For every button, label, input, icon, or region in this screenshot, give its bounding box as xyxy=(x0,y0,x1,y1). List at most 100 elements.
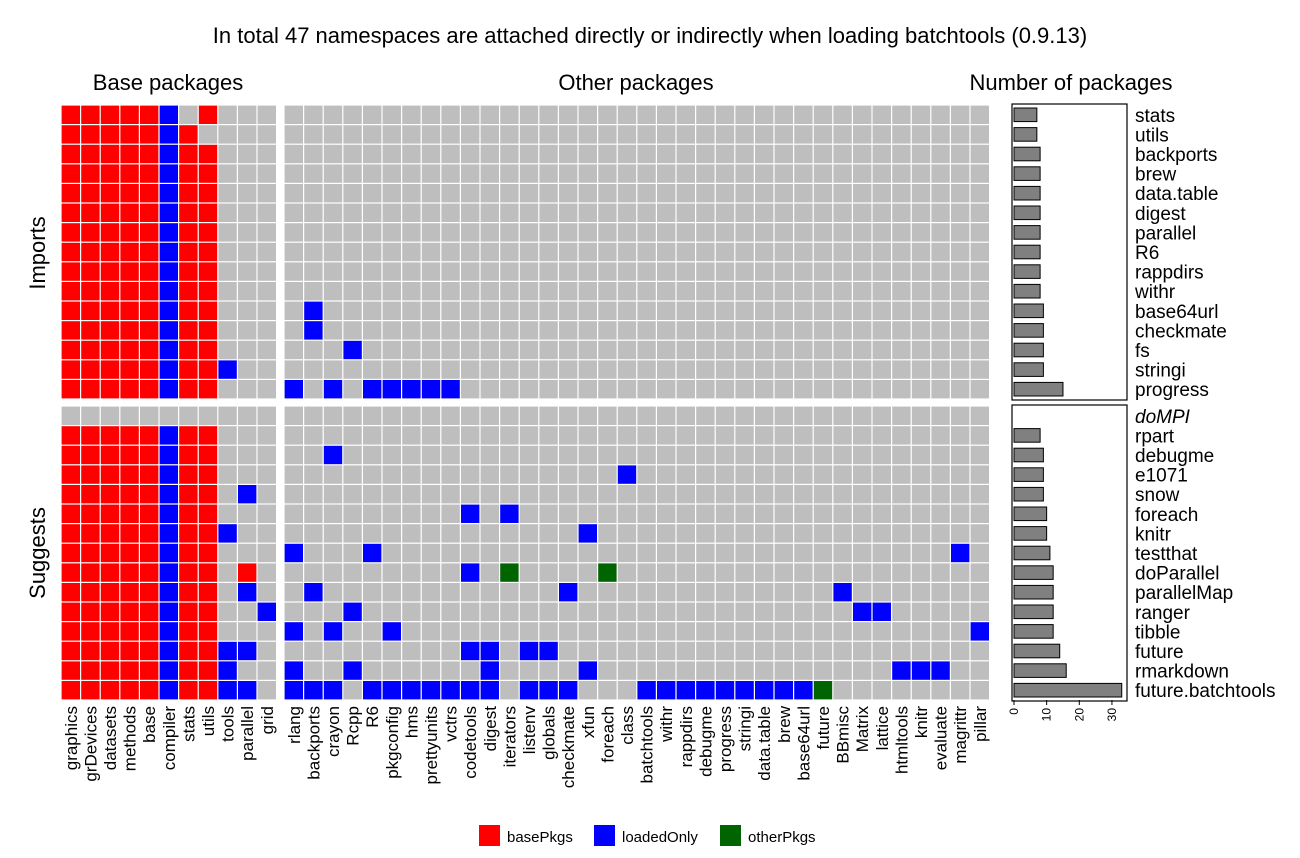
cell-data.table-class xyxy=(617,184,637,203)
cell-testthat-crayon xyxy=(323,543,343,563)
cell-rappdirs-class xyxy=(617,262,637,281)
cell-progress-utils xyxy=(198,380,218,399)
cell-backports-datasets xyxy=(100,144,120,164)
cell-brew-vctrs xyxy=(441,164,460,183)
cell-testthat-utils xyxy=(198,543,218,563)
cell-withr-stats xyxy=(179,282,198,301)
cell-testthat-batchtools xyxy=(637,543,656,563)
column-label-checkmate: checkmate xyxy=(559,706,578,788)
cell-utils-compiler xyxy=(159,125,178,144)
cell-digest-xfun xyxy=(578,203,597,222)
cell-rmarkdown-htmltools xyxy=(892,661,911,680)
cell-testthat-checkmate xyxy=(559,543,578,563)
cell-future-brew xyxy=(774,641,793,661)
cell-withr-listenv xyxy=(519,282,539,301)
cell-testthat-future xyxy=(813,543,833,563)
cell-backports-Matrix xyxy=(853,144,872,164)
cell-testthat-progress xyxy=(715,543,735,563)
cell-base64url-withr xyxy=(657,301,676,320)
cell-ranger-grDevices xyxy=(81,602,100,621)
cell-brew-class xyxy=(617,164,637,183)
cell-doMPI-stringi xyxy=(735,406,754,425)
cell-fs-magrittr xyxy=(951,340,970,360)
cell-fs-class xyxy=(617,340,637,360)
cell-digest-checkmate xyxy=(559,203,578,222)
cell-foreach-stats xyxy=(179,504,198,523)
cell-data.table-batchtools xyxy=(637,184,656,203)
cell-fs-brew xyxy=(774,340,793,360)
cell-parallelMap-xfun xyxy=(578,583,597,602)
count-bar-checkmate xyxy=(1013,323,1044,338)
cell-R6-grid xyxy=(257,242,276,262)
cell-utils-withr xyxy=(657,125,676,144)
cell-data.table-R6 xyxy=(363,184,382,203)
cell-stringi-vctrs xyxy=(441,360,460,379)
cell-snow-listenv xyxy=(519,485,539,504)
cell-testthat-base64url xyxy=(794,543,813,563)
cell-brew-evaluate xyxy=(931,164,950,183)
cell-snow-progress xyxy=(715,485,735,504)
cell-progress-listenv xyxy=(519,380,539,399)
cell-snow-magrittr xyxy=(951,485,970,504)
cell-debugme-grid xyxy=(257,445,276,465)
cell-testthat-methods xyxy=(120,543,139,563)
cell-ranger-data.table xyxy=(755,602,774,621)
cell-e1071-magrittr xyxy=(951,465,970,484)
cell-rmarkdown-progress xyxy=(715,661,735,680)
cell-withr-methods xyxy=(120,282,139,301)
cell-rpart-vctrs xyxy=(441,426,460,445)
row-labels: statsutilsbackportsbrewdata.tabledigestp… xyxy=(1134,106,1275,702)
cell-stringi-class xyxy=(617,360,637,379)
cell-progress-batchtools xyxy=(637,380,656,399)
cell-testthat-prettyunits xyxy=(421,543,441,563)
cell-tibble-debugme xyxy=(696,622,715,641)
column-label-grDevices: grDevices xyxy=(81,706,100,782)
cell-data.table-progress xyxy=(715,184,735,203)
cell-knitr-batchtools xyxy=(637,524,656,543)
cell-rmarkdown-pillar xyxy=(970,661,989,680)
cell-snow-iterators xyxy=(500,485,519,504)
cell-fs-backports xyxy=(304,340,323,360)
cell-backports-data.table xyxy=(755,144,774,164)
cell-stats-methods xyxy=(120,105,139,124)
cell-rmarkdown-checkmate xyxy=(559,661,578,680)
cell-knitr-compiler xyxy=(159,524,178,543)
cell-brew-digest xyxy=(480,164,499,183)
cell-knitr-magrittr xyxy=(951,524,970,543)
cell-foreach-tools xyxy=(218,504,237,523)
cell-R6-parallel xyxy=(238,242,257,262)
cell-future.batchtools-Matrix xyxy=(853,681,872,700)
cell-tibble-hms xyxy=(402,622,421,641)
cell-checkmate-graphics xyxy=(61,321,80,340)
cell-tibble-htmltools xyxy=(892,622,911,641)
cell-utils-pillar xyxy=(970,125,989,144)
cell-knitr-Rcpp xyxy=(343,524,362,543)
cell-rmarkdown-codetools xyxy=(461,661,480,680)
column-label-BBmisc: BBmisc xyxy=(834,706,853,764)
cell-foreach-base xyxy=(140,504,159,523)
cell-withr-brew xyxy=(774,282,793,301)
cell-progress-knitr xyxy=(911,380,931,399)
cell-R6-R6 xyxy=(363,242,382,262)
cell-knitr-foreach xyxy=(598,524,617,543)
cell-base64url-BBmisc xyxy=(833,301,852,320)
cell-debugme-datasets xyxy=(100,445,120,465)
cell-e1071-compiler xyxy=(159,465,178,484)
column-label-knitr: knitr xyxy=(912,706,931,738)
cell-knitr-data.table xyxy=(755,524,774,543)
cell-doParallel-brew xyxy=(774,563,793,582)
cell-backports-future xyxy=(813,144,833,164)
cell-withr-BBmisc xyxy=(833,282,852,301)
cell-e1071-knitr xyxy=(911,465,931,484)
cell-parallel-digest xyxy=(480,223,499,242)
cell-future.batchtools-rappdirs xyxy=(676,681,695,700)
cell-stringi-batchtools xyxy=(637,360,656,379)
cell-ranger-codetools xyxy=(461,602,480,621)
cell-progress-brew xyxy=(774,380,793,399)
cell-doParallel-debugme xyxy=(696,563,715,582)
cell-doMPI-data.table xyxy=(755,406,774,425)
cell-base64url-listenv xyxy=(519,301,539,320)
cell-e1071-codetools xyxy=(461,465,480,484)
cell-R6-data.table xyxy=(755,242,774,262)
column-label-pillar: pillar xyxy=(971,706,990,742)
